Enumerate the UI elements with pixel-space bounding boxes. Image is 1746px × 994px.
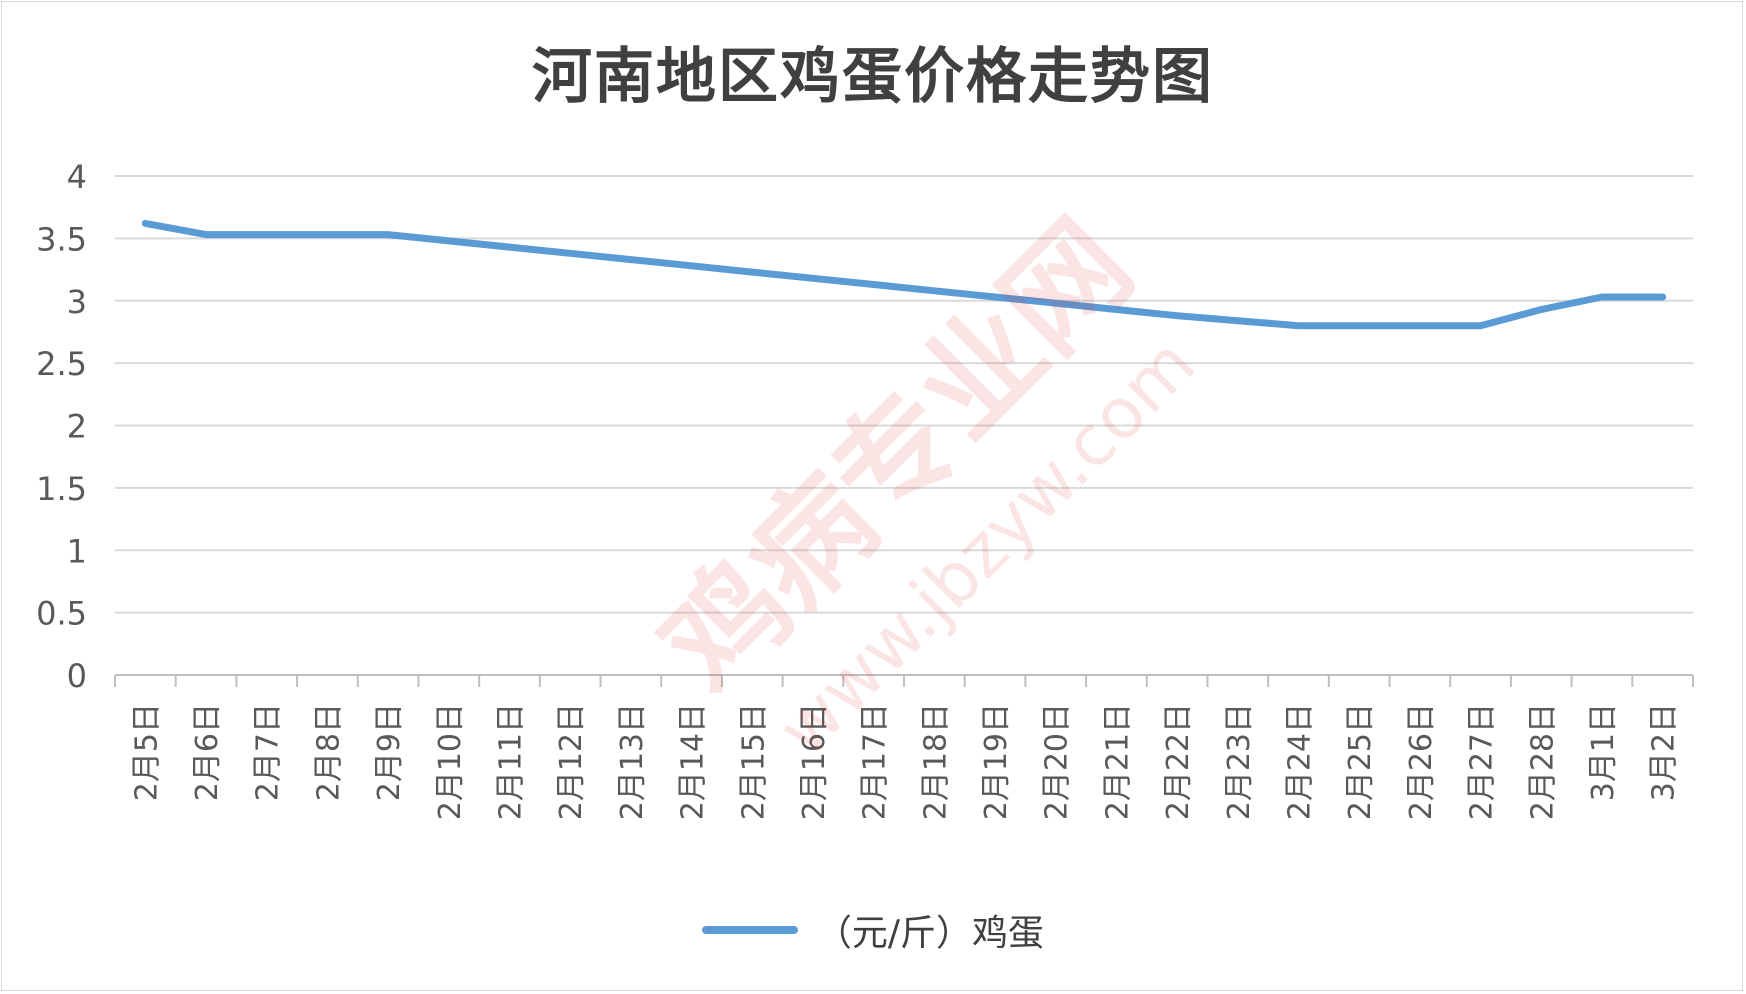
x-tick-label: 2月27日 <box>1465 703 1500 820</box>
series-line <box>141 219 1667 330</box>
x-tick-label: 2月11日 <box>494 703 529 820</box>
legend-label: （元/斤）鸡蛋 <box>815 913 1045 954</box>
y-tick-label: 2 <box>67 408 87 446</box>
x-tick-label: 2月19日 <box>979 703 1014 820</box>
legend-swatch <box>701 926 798 934</box>
x-tick-label: 2月22日 <box>1161 703 1196 820</box>
y-tick-label: 2.5 <box>36 345 87 383</box>
x-tick-label: 3月1日 <box>1586 703 1621 801</box>
x-tick-label: 2月8日 <box>311 703 346 801</box>
x-tick-label: 2月20日 <box>1040 703 1075 820</box>
legend: （元/斤）鸡蛋 <box>0 900 1746 960</box>
x-tick-label: 2月6日 <box>190 703 225 801</box>
axes <box>114 674 1694 687</box>
x-tick-label: 2月14日 <box>676 703 711 820</box>
x-tick-label: 2月15日 <box>736 703 771 820</box>
x-tick-label: 3月2日 <box>1647 703 1682 801</box>
x-tick-label: 2月13日 <box>615 703 650 820</box>
x-tick-label: 2月12日 <box>554 703 589 820</box>
x-tick-label: 2月25日 <box>1343 703 1378 820</box>
y-tick-label: 1.5 <box>36 470 87 508</box>
series-lines <box>141 219 1667 330</box>
x-tick-label: 2月21日 <box>1100 703 1135 820</box>
grid-lines <box>115 175 1693 614</box>
y-tick-labels: 0 0.5 1 1.5 2 2.5 3 3.5 4 <box>36 158 87 695</box>
x-tick-label: 2月16日 <box>797 703 832 820</box>
x-tick-label: 2月9日 <box>372 703 407 801</box>
x-tick-label: 2月24日 <box>1283 703 1318 820</box>
chart-title: 河南地区鸡蛋价格走势图 <box>532 42 1214 112</box>
y-tick-label: 0.5 <box>36 595 87 633</box>
y-tick-label: 3.5 <box>36 220 87 258</box>
y-tick-label: 1 <box>67 532 87 570</box>
y-tick-label: 0 <box>67 657 87 695</box>
x-tick-label: 2月7日 <box>251 703 286 801</box>
x-tick-labels: 2月5日 2月6日 2月7日 2月8日 2月9日 2月10日 2月11日 2月12日 2月13日… <box>129 703 1681 820</box>
x-tick-label: 2月28日 <box>1525 703 1560 820</box>
x-tick-label: 2月18日 <box>918 703 953 820</box>
x-tick-label: 2月10日 <box>433 703 468 820</box>
x-tick-label: 2月5日 <box>129 703 164 801</box>
x-tick-label: 2月23日 <box>1222 703 1257 820</box>
x-tick-label: 2月17日 <box>858 703 893 820</box>
y-tick-label: 3 <box>67 283 87 321</box>
y-tick-label: 4 <box>67 158 87 196</box>
x-tick-label: 2月26日 <box>1404 703 1439 820</box>
